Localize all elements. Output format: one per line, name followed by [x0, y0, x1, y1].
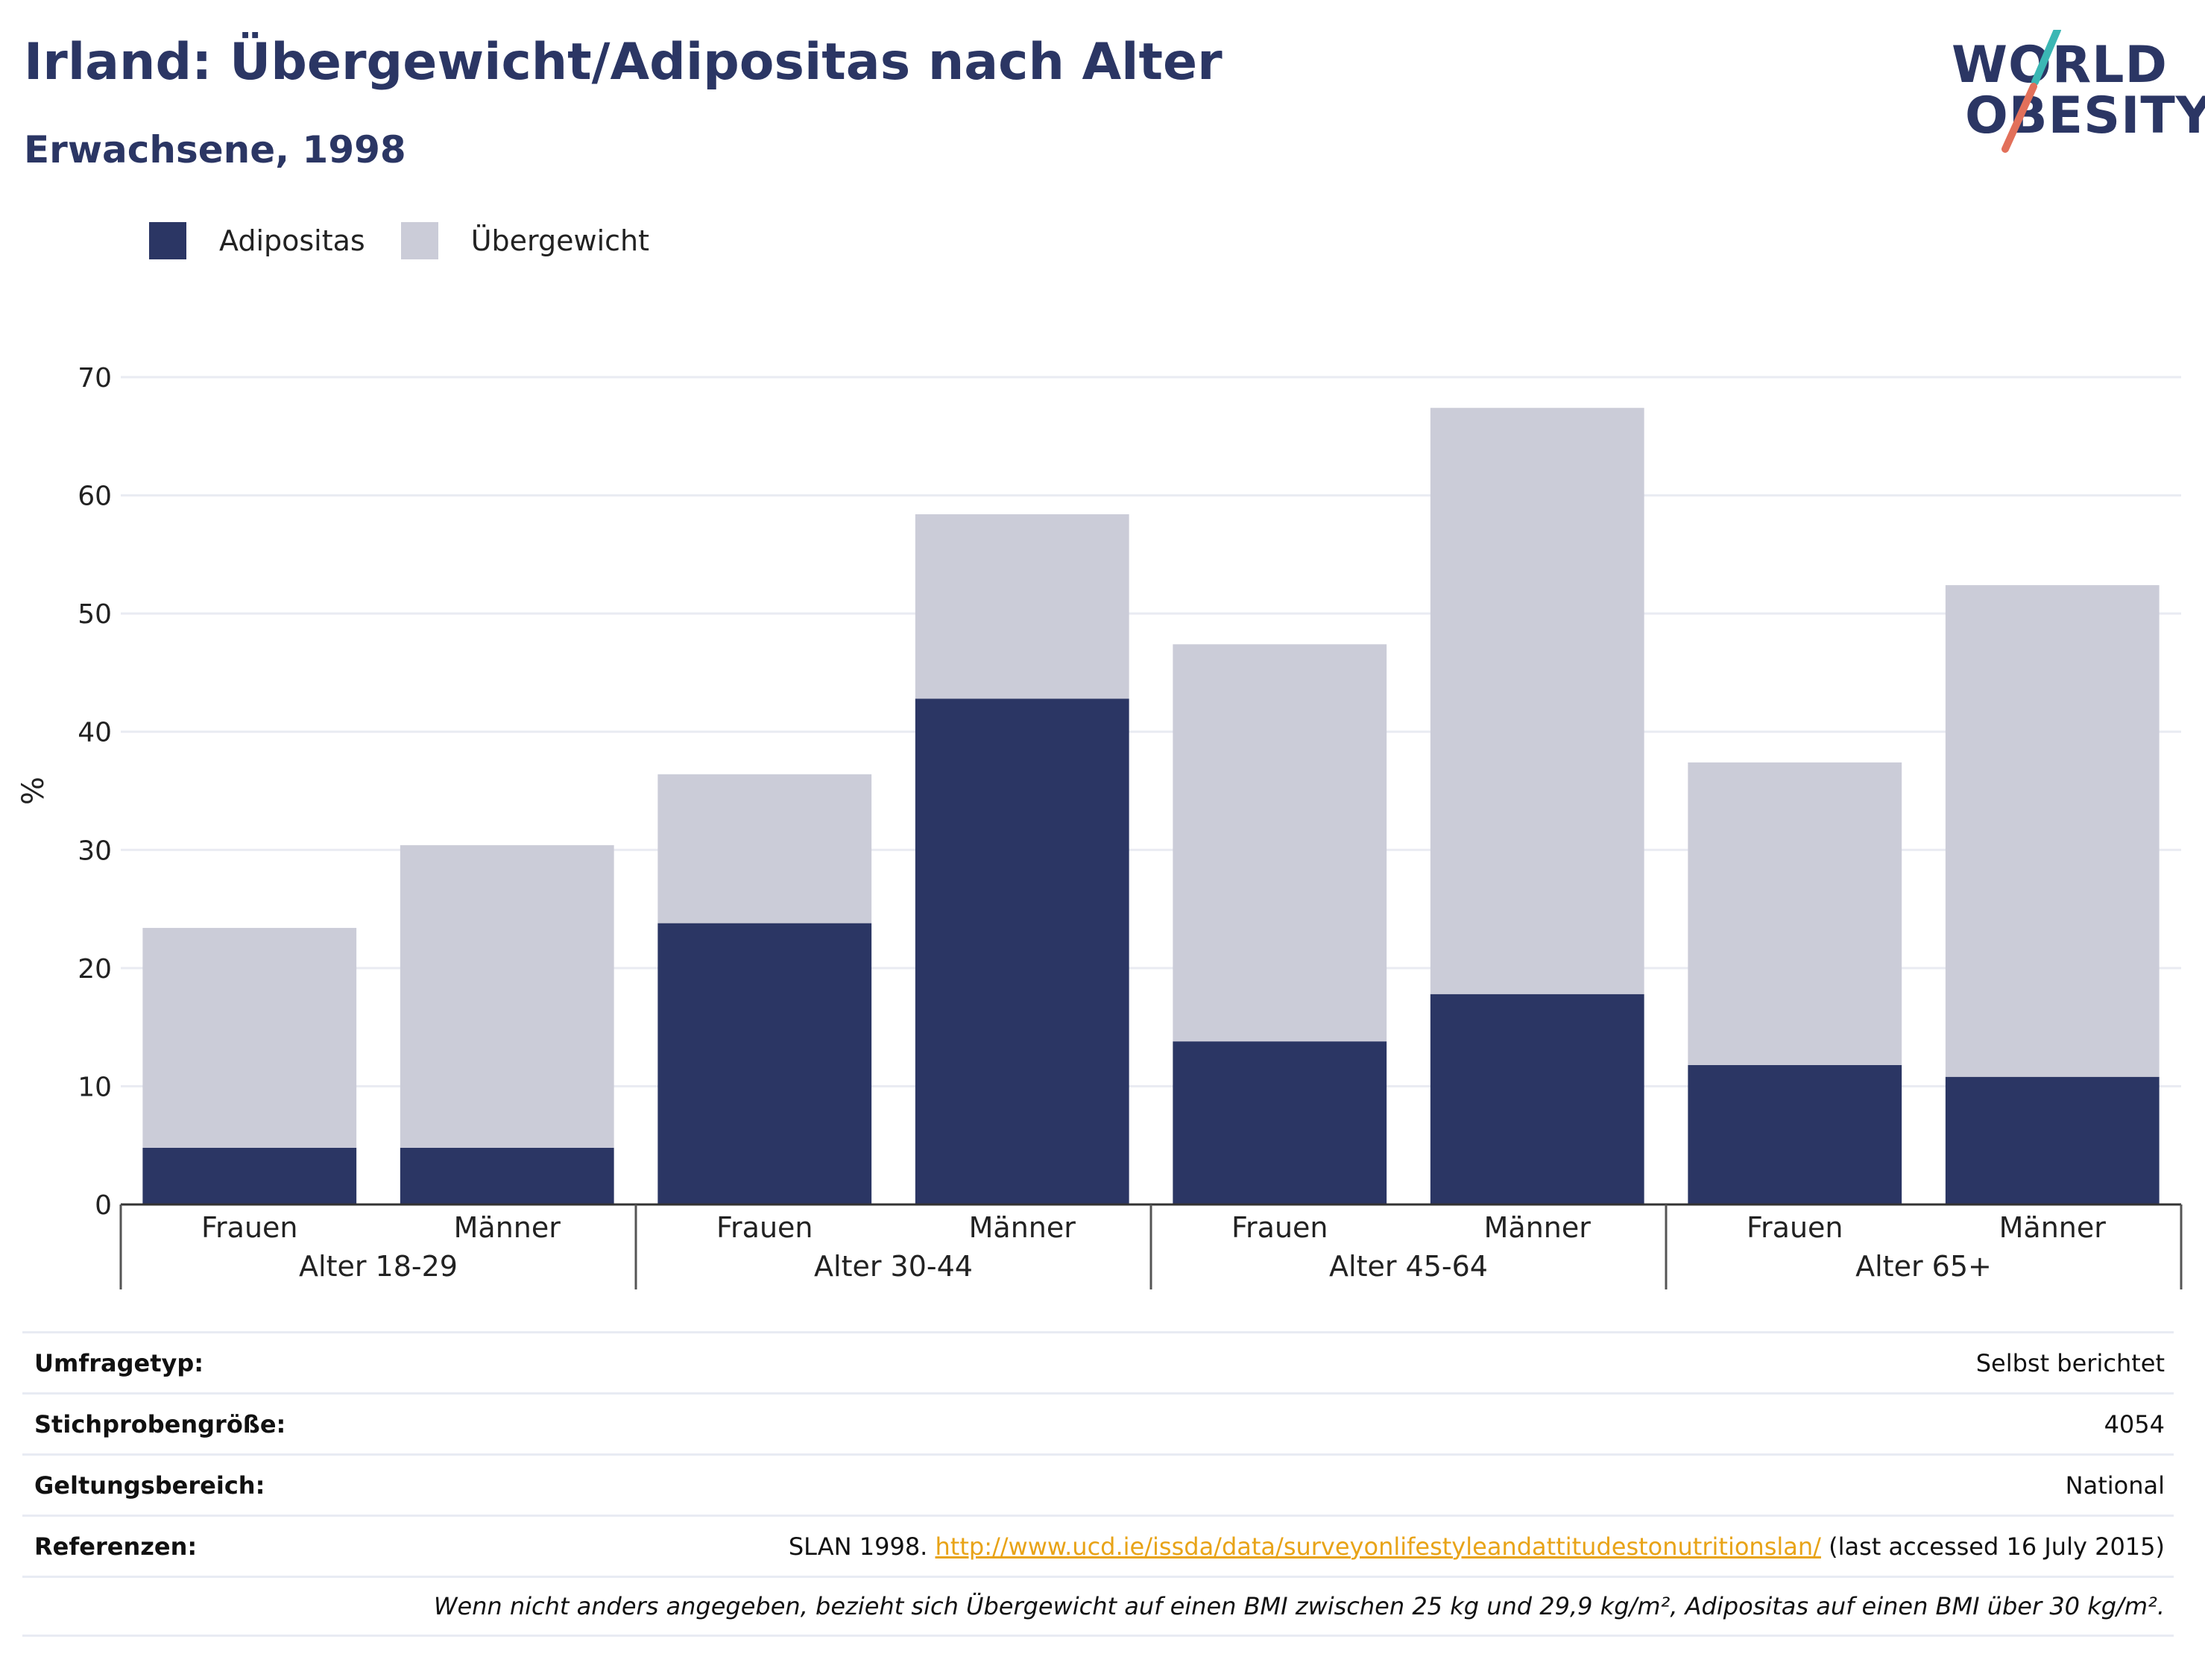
- page-subtitle: Erwachsene, 1998: [24, 128, 406, 171]
- y-tick-label: 0: [95, 1190, 112, 1221]
- x-group-label: Alter 30-44: [814, 1250, 973, 1283]
- x-group-label: Alter 45-64: [1329, 1250, 1488, 1283]
- info-row-scope: Geltungsbereich: National: [22, 1453, 2174, 1515]
- bar-adipositas: [1173, 1041, 1387, 1204]
- bar-uebergewicht: [1173, 644, 1387, 1042]
- info-label: Geltungsbereich:: [34, 1471, 265, 1500]
- legend-swatch-uebergewicht: [400, 222, 438, 259]
- x-group-label: Alter 18-29: [299, 1250, 458, 1283]
- chart-legend: Adipositas Übergewicht: [149, 222, 685, 259]
- bar-uebergewicht: [657, 774, 872, 923]
- x-group-label: Alter 65+: [1855, 1250, 1992, 1283]
- info-label: Umfragetyp:: [34, 1348, 204, 1377]
- x-category-label: Frauen: [716, 1211, 813, 1244]
- bar-adipositas: [915, 698, 1129, 1204]
- page-title: Irland: Übergewicht/Adipositas nach Alte…: [24, 33, 1223, 92]
- y-tick-label: 50: [78, 599, 112, 630]
- info-value: Selbst berichtet: [1975, 1348, 2165, 1377]
- reference-suffix: (last accessed 16 July 2015): [1829, 1532, 2165, 1561]
- bar-uebergewicht: [1430, 408, 1644, 994]
- y-tick-label: 40: [78, 718, 112, 748]
- x-category-label: Männer: [1484, 1211, 1592, 1244]
- info-label: Referenzen:: [34, 1532, 198, 1561]
- bar-adipositas: [1688, 1064, 1902, 1204]
- y-tick-label: 10: [78, 1072, 112, 1102]
- y-tick-label: 20: [78, 954, 112, 985]
- bar-uebergewicht: [400, 844, 614, 1148]
- y-tick-label: 60: [78, 481, 112, 512]
- x-category-label: Frauen: [1231, 1211, 1328, 1244]
- legend-label-adipositas: Adipositas: [219, 224, 365, 257]
- logo-slash-icon: [2001, 30, 2061, 153]
- x-category-label: Männer: [969, 1211, 1076, 1244]
- bar-adipositas: [657, 923, 872, 1204]
- info-row-references: Referenzen: SLAN 1998. http://www.ucd.ie…: [22, 1515, 2174, 1576]
- bar-adipositas: [1945, 1076, 2160, 1204]
- info-row-note: Wenn nicht anders angegeben, bezieht sic…: [22, 1576, 2174, 1637]
- bar-uebergewicht: [915, 514, 1129, 699]
- info-label: Stichprobengröße:: [34, 1409, 286, 1439]
- logo-line-2: OBESITY: [1965, 86, 2205, 145]
- info-value-references: SLAN 1998. http://www.ucd.ie/issda/data/…: [789, 1532, 2165, 1561]
- legend-item-adipositas: Adipositas: [149, 222, 365, 259]
- x-category-label: Männer: [1999, 1211, 2107, 1244]
- legend-label-uebergewicht: Übergewicht: [470, 224, 649, 257]
- x-category-label: Frauen: [201, 1211, 298, 1244]
- legend-item-uebergewicht: Übergewicht: [400, 222, 649, 259]
- y-tick-label: 30: [78, 836, 112, 866]
- bar-adipositas: [142, 1147, 357, 1204]
- legend-swatch-adipositas: [149, 222, 186, 259]
- definition-note: Wenn nicht anders angegeben, bezieht sic…: [433, 1592, 2165, 1620]
- world-obesity-logo: WORLD OBESITY: [1938, 30, 2205, 164]
- bar-uebergewicht: [1688, 762, 1902, 1065]
- info-value: National: [2065, 1471, 2165, 1500]
- bar-uebergewicht: [1945, 585, 2160, 1077]
- x-category-label: Männer: [454, 1211, 561, 1244]
- info-table: Umfragetyp: Selbst berichtet Stichproben…: [22, 1331, 2174, 1637]
- reference-link[interactable]: http://www.ucd.ie/issda/data/surveyonlif…: [935, 1532, 1821, 1561]
- y-axis-label: %: [16, 777, 51, 805]
- info-value: 4054: [2104, 1409, 2165, 1439]
- stacked-bar-chart: 0 10 20 30 40 50 60 70% Frauen Männer Frauen Männer…: [16, 363, 2183, 1289]
- info-row-sample-size: Stichprobengröße: 4054: [22, 1392, 2174, 1453]
- bar-adipositas: [400, 1147, 614, 1204]
- x-category-label: Frauen: [1747, 1211, 1843, 1244]
- reference-prefix: SLAN 1998.: [788, 1532, 928, 1561]
- bar-adipositas: [1430, 994, 1644, 1204]
- logo-line-1: WORLD: [1952, 36, 2168, 95]
- bar-uebergewicht: [142, 927, 357, 1148]
- info-row-survey-type: Umfragetyp: Selbst berichtet: [22, 1331, 2174, 1392]
- y-tick-label: 70: [78, 363, 112, 394]
